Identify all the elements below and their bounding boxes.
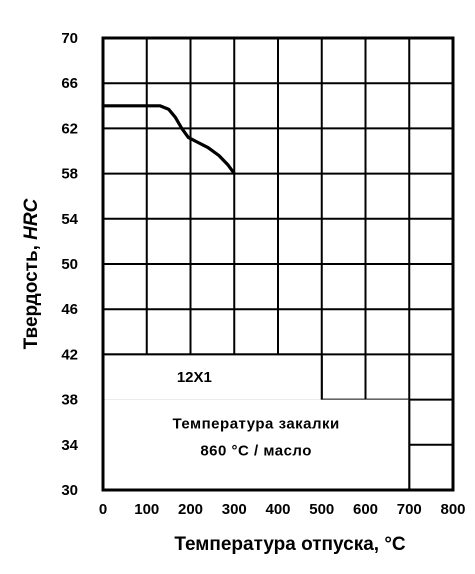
series-group xyxy=(101,104,236,176)
steel-grade-box-border xyxy=(103,353,323,400)
y-tick-label: 46 xyxy=(61,301,78,318)
x-tick-label: 300 xyxy=(222,501,247,518)
x-tick-labels: 0 100 200 300 400 500 600 700 800 xyxy=(99,501,466,518)
y-tick-label: 34 xyxy=(61,437,78,454)
x-tick-label: 600 xyxy=(353,501,378,518)
steel-grade-label: 12Х1 xyxy=(177,369,212,386)
y-tick-label: 66 xyxy=(61,75,78,92)
x-tick-label: 200 xyxy=(178,501,203,518)
y-tick-label: 30 xyxy=(61,482,78,499)
series-line-0 xyxy=(101,104,236,176)
x-axis-title: Температура отпуска, °С xyxy=(174,534,406,555)
y-tick-label: 58 xyxy=(61,166,78,183)
y-tick-labels: 30 34 38 42 46 50 54 58 62 66 70 xyxy=(61,30,78,499)
y-axis-title-unit: HRC xyxy=(21,198,42,239)
y-axis-title-prefix: Твердость, xyxy=(21,240,42,350)
x-tick-label: 0 xyxy=(99,501,107,518)
x-tick-label: 400 xyxy=(265,501,290,518)
y-tick-label: 70 xyxy=(61,30,78,47)
quench-box xyxy=(103,399,410,490)
x-tick-label: 700 xyxy=(397,501,422,518)
y-tick-label: 42 xyxy=(61,346,78,363)
x-tick-label: 500 xyxy=(309,501,334,518)
y-axis-title: Твердость, HRC xyxy=(21,198,42,349)
y-tick-label: 38 xyxy=(61,392,78,409)
y-tick-label: 62 xyxy=(61,120,78,137)
annotation-boxes xyxy=(103,353,411,490)
quench-temperature-label: Температура закалки xyxy=(172,416,339,433)
quench-medium-label: 860 °С / масло xyxy=(200,443,312,460)
steel-grade-box xyxy=(103,354,322,400)
x-tick-label: 800 xyxy=(440,501,465,518)
y-tick-label: 54 xyxy=(61,211,78,228)
x-tick-label: 100 xyxy=(134,501,159,518)
y-tick-label: 50 xyxy=(61,256,78,273)
plot-frame xyxy=(101,36,455,492)
